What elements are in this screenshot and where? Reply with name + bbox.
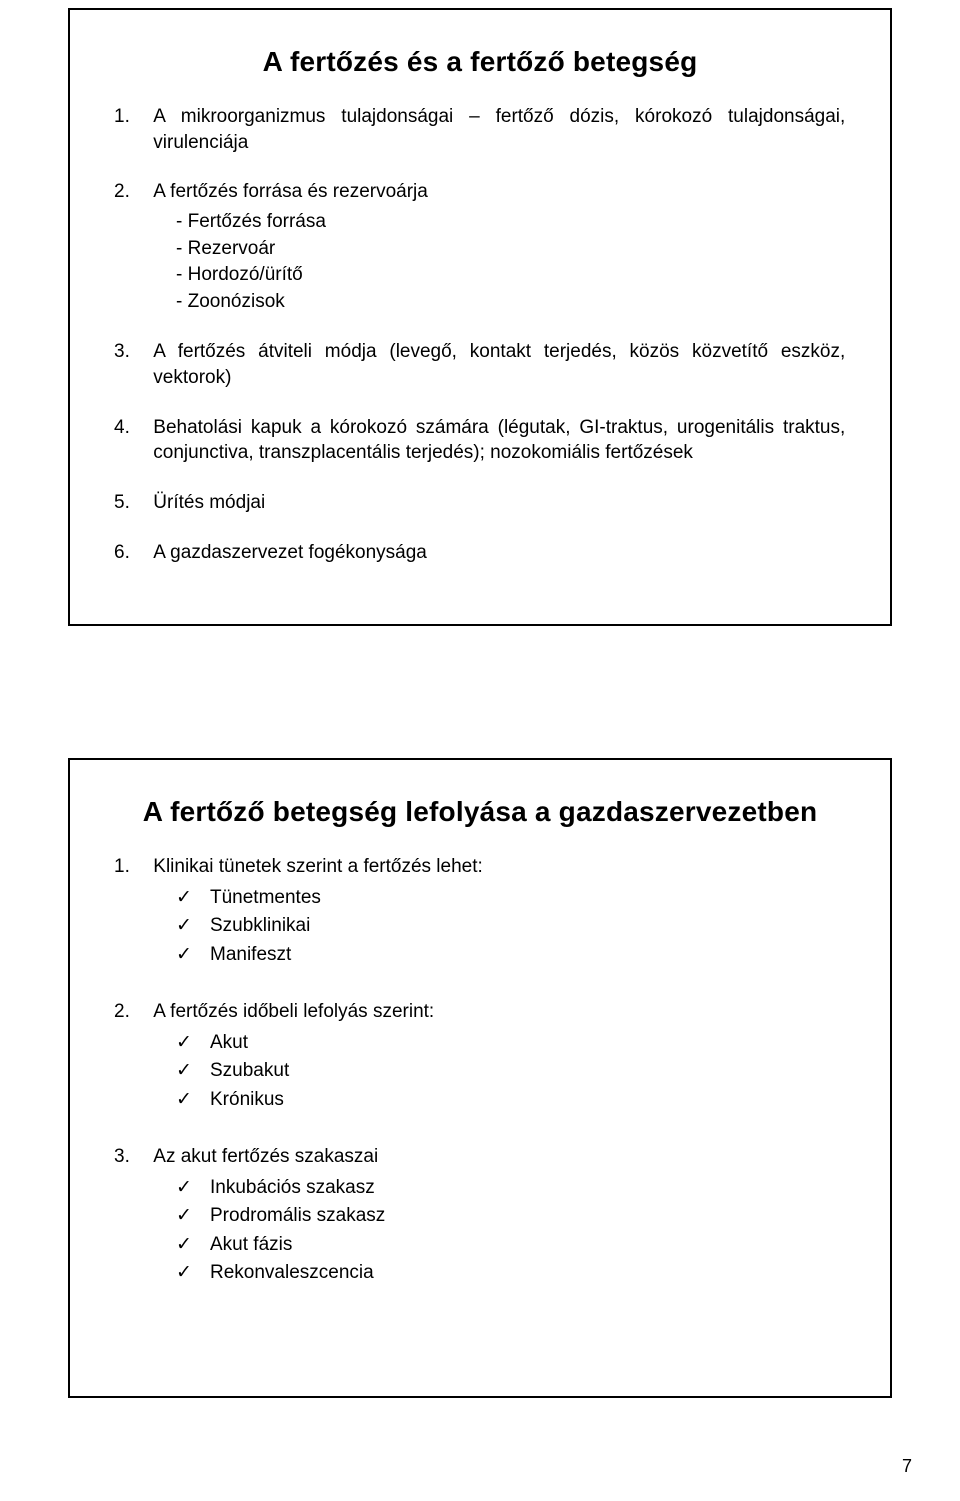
sublist-check: Akut Szubakut Krónikus	[114, 1029, 846, 1115]
sublist-item: Akut	[114, 1029, 846, 1058]
item-number: 3.	[114, 1144, 148, 1170]
panel-top: A fertőzés és a fertőző betegség 1. A mi…	[68, 8, 892, 626]
sublist-item: Hordozó/ürítő	[114, 262, 846, 289]
list-item: 4. Behatolási kapuk a kórokozó számára (…	[114, 415, 846, 466]
sublist-item: Rezervoár	[114, 236, 846, 263]
sublist-item: Tünetmentes	[114, 884, 846, 913]
item-text: Klinikai tünetek szerint a fertőzés lehe…	[153, 854, 845, 880]
list-item: 1. Klinikai tünetek szerint a fertőzés l…	[114, 854, 846, 969]
list-top: 1. A mikroorganizmus tulajdonságai – fer…	[114, 104, 846, 565]
sublist-item: Szubklinikai	[114, 912, 846, 941]
sublist-item: Akut fázis	[114, 1231, 846, 1260]
list-item: 1. A mikroorganizmus tulajdonságai – fer…	[114, 104, 846, 155]
sublist-item: Szubakut	[114, 1057, 846, 1086]
panel-bottom: A fertőző betegség lefolyása a gazdaszer…	[68, 758, 892, 1398]
item-number: 1.	[114, 854, 148, 880]
page: A fertőzés és a fertőző betegség 1. A mi…	[0, 0, 960, 1501]
item-number: 3.	[114, 339, 148, 365]
sublist: Fertőzés forrása Rezervoár Hordozó/ürítő…	[114, 209, 846, 315]
item-number: 2.	[114, 999, 148, 1025]
sublist-item: Rekonvaleszcencia	[114, 1259, 846, 1288]
sublist-item: Krónikus	[114, 1086, 846, 1115]
page-number: 7	[902, 1456, 912, 1477]
item-text: A fertőzés forrása és rezervoárja	[153, 179, 845, 205]
sublist-check: Inkubációs szakasz Prodromális szakasz A…	[114, 1174, 846, 1288]
item-text: A gazdaszervezet fogékonysága	[153, 540, 845, 566]
list-item: 5. Ürítés módjai	[114, 490, 846, 516]
sublist-check: Tünetmentes Szubklinikai Manifeszt	[114, 884, 846, 970]
item-text: A fertőzés időbeli lefolyás szerint:	[153, 999, 845, 1025]
title-top: A fertőzés és a fertőző betegség	[114, 46, 846, 78]
sublist-item: Fertőzés forrása	[114, 209, 846, 236]
item-text: Az akut fertőzés szakaszai	[153, 1144, 845, 1170]
item-number: 1.	[114, 104, 148, 130]
sublist-item: Manifeszt	[114, 941, 846, 970]
list-bottom: 1. Klinikai tünetek szerint a fertőzés l…	[114, 854, 846, 1288]
item-text: A mikroorganizmus tulajdonságai – fertőz…	[153, 104, 845, 155]
item-text: Behatolási kapuk a kórokozó számára (lég…	[153, 415, 845, 466]
sublist-item: Zoonózisok	[114, 289, 846, 316]
title-bottom: A fertőző betegség lefolyása a gazdaszer…	[114, 796, 846, 828]
item-text: A fertőzés átviteli módja (levegő, konta…	[153, 339, 845, 390]
list-item: 2. A fertőzés időbeli lefolyás szerint: …	[114, 999, 846, 1114]
list-item: 3. Az akut fertőzés szakaszai Inkubációs…	[114, 1144, 846, 1288]
item-text: Ürítés módjai	[153, 490, 845, 516]
sublist-item: Prodromális szakasz	[114, 1202, 846, 1231]
list-item: 6. A gazdaszervezet fogékonysága	[114, 540, 846, 566]
list-item: 2. A fertőzés forrása és rezervoárja Fer…	[114, 179, 846, 315]
item-number: 5.	[114, 490, 148, 516]
item-number: 4.	[114, 415, 148, 441]
sublist-item: Inkubációs szakasz	[114, 1174, 846, 1203]
item-number: 2.	[114, 179, 148, 205]
item-number: 6.	[114, 540, 148, 566]
list-item: 3. A fertőzés átviteli módja (levegő, ko…	[114, 339, 846, 390]
